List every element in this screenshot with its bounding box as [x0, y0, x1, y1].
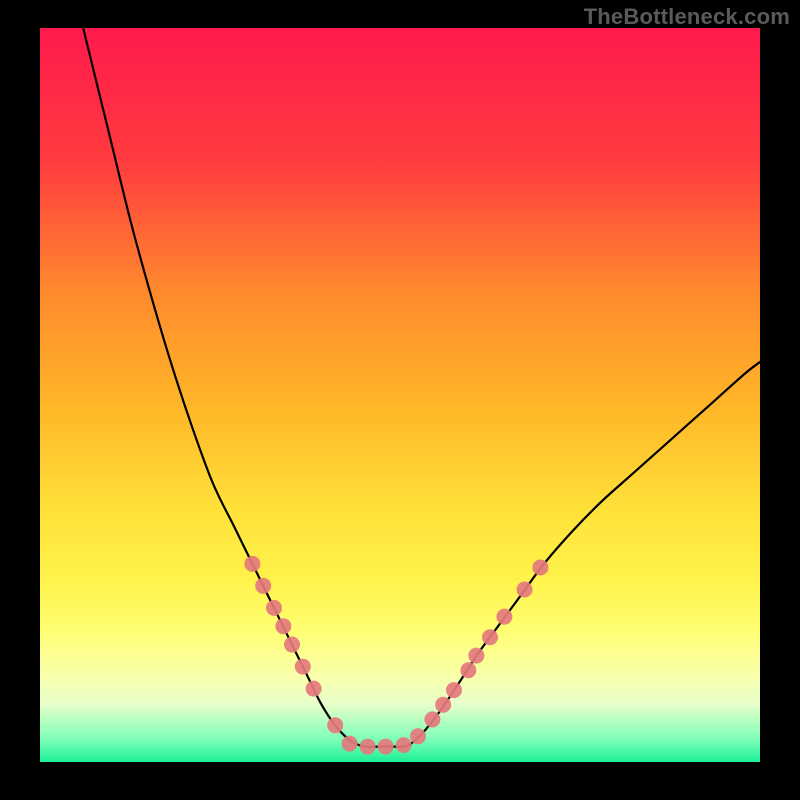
marker-group — [244, 556, 548, 755]
marker-point — [468, 648, 484, 664]
watermark-text: TheBottleneck.com — [584, 4, 790, 30]
marker-point — [410, 728, 426, 744]
marker-point — [244, 556, 260, 572]
marker-point — [284, 637, 300, 653]
marker-point — [275, 618, 291, 634]
marker-point — [378, 739, 394, 755]
marker-point — [446, 682, 462, 698]
marker-point — [266, 600, 282, 616]
marker-point — [342, 736, 358, 752]
marker-point — [496, 609, 512, 625]
marker-point — [327, 717, 343, 733]
marker-point — [460, 662, 476, 678]
marker-point — [255, 578, 271, 594]
marker-point — [532, 559, 548, 575]
marker-point — [306, 681, 322, 697]
marker-point — [424, 711, 440, 727]
bottleneck-curve — [83, 28, 760, 747]
marker-point — [396, 737, 412, 753]
plot-area — [40, 28, 760, 762]
marker-point — [482, 629, 498, 645]
marker-point — [360, 739, 376, 755]
marker-point — [435, 697, 451, 713]
chart-svg — [40, 28, 760, 762]
chart-root: TheBottleneck.com — [0, 0, 800, 800]
marker-point — [295, 659, 311, 675]
marker-point — [517, 582, 533, 598]
